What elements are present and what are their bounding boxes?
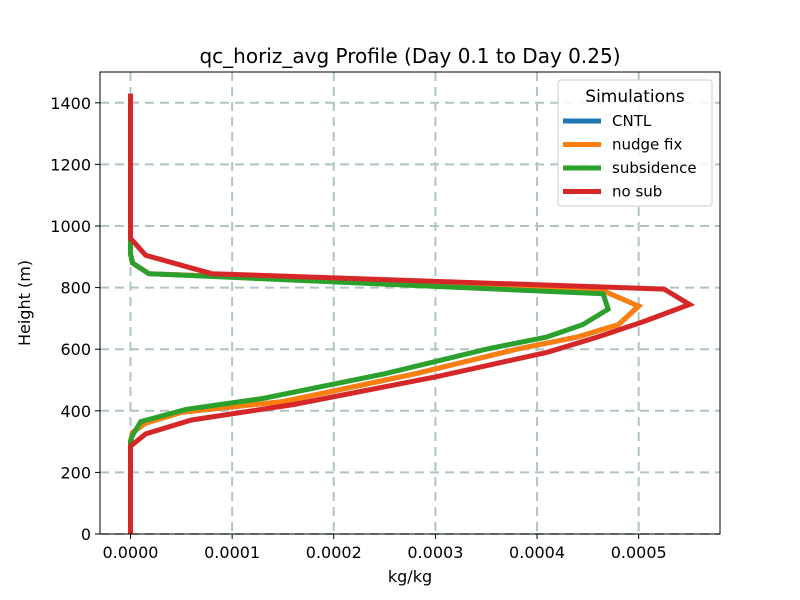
legend-label-cntl: CNTL <box>612 112 652 130</box>
y-tick-label: 1000 <box>50 217 91 236</box>
x-tick-label: 0.0005 <box>611 543 667 562</box>
legend-box <box>557 79 713 207</box>
y-tick-label: 800 <box>60 279 91 298</box>
x-tick-label: 0.0001 <box>204 543 260 562</box>
y-tick-label: 200 <box>60 463 91 482</box>
y-tick-label: 400 <box>60 402 91 421</box>
x-tick-label: 0.0000 <box>102 543 158 562</box>
ticks: 0.0000 0.0001 0.0002 0.0003 0.0004 0.0005 0 200… <box>50 94 666 562</box>
legend-label-subsidence: subsidence <box>612 159 697 177</box>
plot-frame <box>99 71 721 535</box>
y-tick-label: 0 <box>81 525 91 544</box>
legend-label-no-sub: no sub <box>612 183 662 201</box>
x-tick-label: 0.0004 <box>509 543 565 562</box>
y-axis-label: Height (m) <box>15 260 34 346</box>
x-tick-label: 0.0003 <box>407 543 463 562</box>
x-tick-label: 0.0002 <box>306 543 362 562</box>
y-tick-label: 1200 <box>50 155 91 174</box>
legend-entries: CNTL nudge fix subsidence no sub <box>563 112 697 201</box>
legend-title: Simulations <box>585 87 685 107</box>
y-tick-label: 1400 <box>50 94 91 113</box>
chart-title: qc_horiz_avg Profile (Day 0.1 to Day 0.2… <box>199 44 620 68</box>
series-line-no-sub <box>128 93 696 534</box>
x-axis-label: kg/kg <box>388 567 432 586</box>
legend: Simulations CNTL nudge fix subsidence no su… <box>557 79 713 207</box>
series-line-subsidence <box>128 96 612 534</box>
legend-label-nudge-fix: nudge fix <box>612 136 683 154</box>
series-lines <box>128 93 696 534</box>
y-tick-label: 600 <box>60 340 91 359</box>
